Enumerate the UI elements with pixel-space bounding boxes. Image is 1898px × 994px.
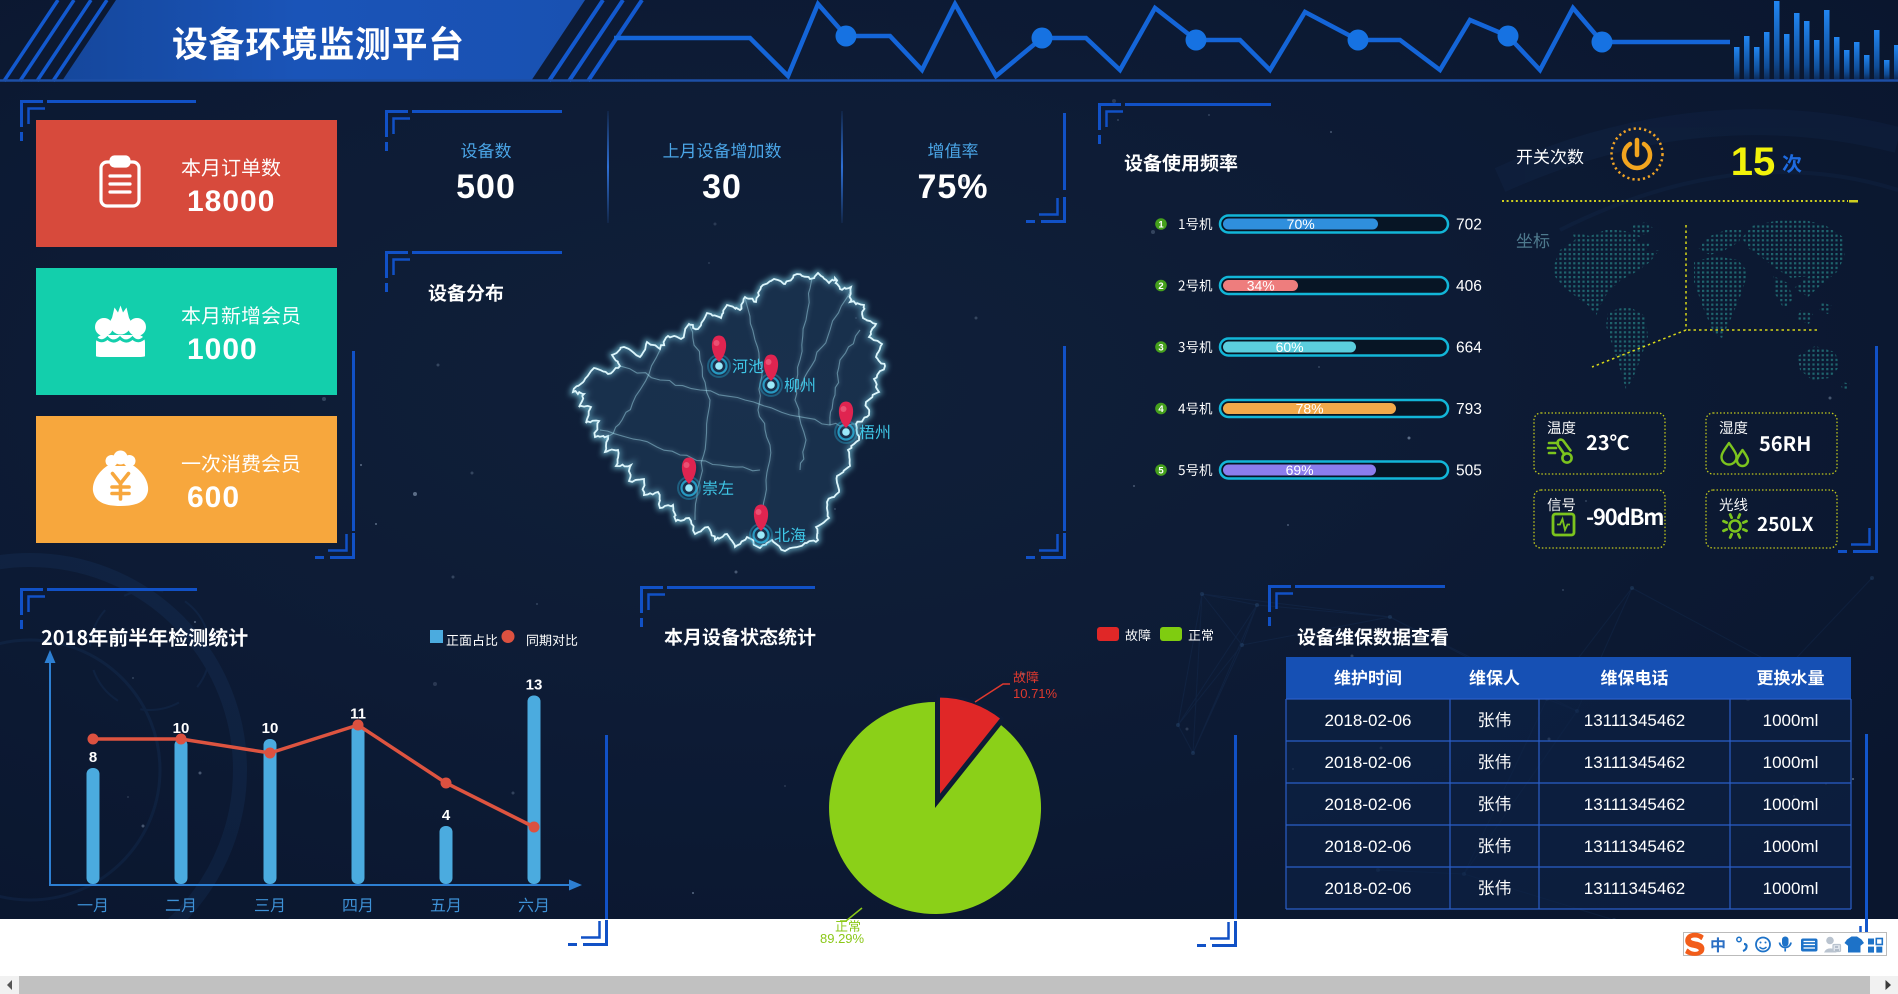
svg-text:4: 4 (442, 807, 451, 824)
svg-text:60%: 60% (1276, 339, 1304, 355)
svg-text:70%: 70% (1287, 216, 1315, 232)
svg-text:406: 406 (1456, 278, 1482, 295)
svg-text:4: 4 (1158, 404, 1164, 415)
svg-text:2018-02-06: 2018-02-06 (1325, 879, 1412, 898)
svg-text:8: 8 (89, 749, 97, 766)
svg-text:2: 2 (1158, 281, 1163, 292)
svg-text:13: 13 (526, 677, 543, 694)
svg-text:78%: 78% (1296, 401, 1324, 417)
svg-text:10.71%: 10.71% (1013, 686, 1058, 701)
svg-text:18000: 18000 (187, 185, 275, 218)
svg-text:702: 702 (1456, 217, 1482, 234)
svg-text:2018-02-06: 2018-02-06 (1325, 753, 1412, 772)
svg-text:13111345462: 13111345462 (1584, 753, 1685, 772)
svg-text:13111345462: 13111345462 (1584, 795, 1685, 814)
svg-text:2018-02-06: 2018-02-06 (1325, 795, 1412, 814)
svg-text:34%: 34% (1247, 278, 1275, 294)
svg-text:11: 11 (350, 706, 366, 723)
svg-text:69%: 69% (1286, 462, 1314, 478)
svg-text:89.29%: 89.29% (820, 931, 865, 946)
svg-text:505: 505 (1456, 463, 1482, 480)
svg-text:13111345462: 13111345462 (1584, 711, 1685, 730)
svg-text:2018-02-06: 2018-02-06 (1325, 837, 1412, 856)
svg-text:500: 500 (456, 168, 516, 206)
svg-text:3: 3 (1158, 343, 1163, 354)
svg-text:15: 15 (1731, 140, 1776, 184)
svg-text:10: 10 (262, 720, 279, 737)
svg-text:2018-02-06: 2018-02-06 (1325, 711, 1412, 730)
svg-text:793: 793 (1456, 401, 1482, 418)
svg-text:75%: 75% (917, 168, 988, 206)
svg-text:664: 664 (1456, 340, 1482, 357)
svg-text:1000: 1000 (187, 333, 258, 366)
svg-text:1000ml: 1000ml (1763, 837, 1819, 856)
svg-text:600: 600 (187, 481, 240, 514)
svg-text:1000ml: 1000ml (1763, 711, 1819, 730)
svg-text:1000ml: 1000ml (1763, 753, 1819, 772)
svg-text:10: 10 (173, 720, 190, 737)
svg-text:13111345462: 13111345462 (1584, 879, 1685, 898)
svg-text:1000ml: 1000ml (1763, 879, 1819, 898)
svg-text:30: 30 (702, 168, 742, 206)
svg-text:1000ml: 1000ml (1763, 795, 1819, 814)
svg-text:13111345462: 13111345462 (1584, 837, 1685, 856)
svg-text:5: 5 (1158, 466, 1164, 477)
svg-text:1: 1 (1158, 220, 1164, 231)
